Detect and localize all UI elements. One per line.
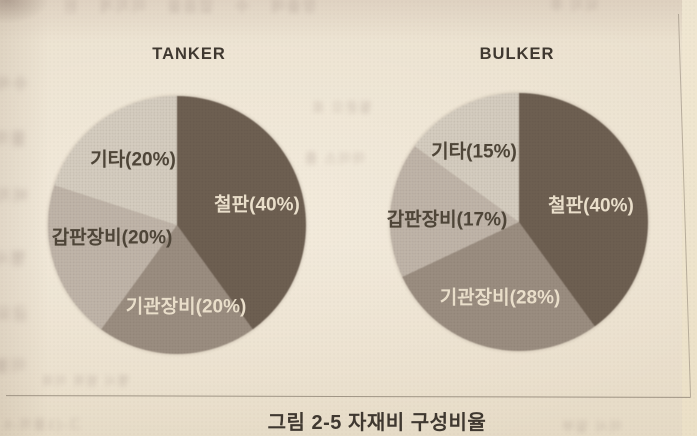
slice-label-bulker-cheolpan: 철판(40%) bbox=[548, 195, 634, 217]
halftone-texture bbox=[48, 96, 306, 354]
slice-label-tanker-gappanjangbi: 갑판장비(20%) bbox=[51, 227, 173, 249]
figure-caption: 그림 2-5 자재비 구성비율 bbox=[267, 412, 487, 434]
pie-chart-tanker bbox=[48, 96, 306, 354]
slice-label-tanker-cheolpan: 철판(40%) bbox=[214, 194, 300, 216]
bleedthrough-text: 비치 bbox=[0, 188, 28, 205]
pie-chart-bulker bbox=[390, 93, 648, 351]
bleedthrough-text: 행사 bbox=[0, 251, 26, 268]
bleedthrough-text: 아이스 름 bbox=[303, 151, 365, 166]
bleedthrough-text: 이불 bbox=[0, 358, 26, 375]
caption-divider-line bbox=[5, 395, 691, 399]
bleedthrough-text: 그-(1물의-6 bbox=[2, 417, 82, 432]
bleedthrough-text: 수석 bbox=[0, 76, 28, 93]
bleedthrough-text: 창출에 수 없음을 미치게 된 bbox=[62, 0, 317, 15]
bleedthrough-text: 되지 후 bbox=[548, 0, 599, 13]
chart-title-tanker: TANKER bbox=[152, 45, 226, 63]
slice-label-bulker-gappanjangbi: 갑판장비(17%) bbox=[386, 209, 508, 231]
slice-label-tanker-gita: 기타(20%) bbox=[90, 149, 176, 171]
slice-label-bulker-gigwanjangbi: 기관장비(28%) bbox=[439, 287, 561, 309]
halftone-texture bbox=[390, 93, 648, 351]
slice-label-tanker-gigwanjangbi: 기관장비(20%) bbox=[125, 296, 247, 318]
bleedthrough-text: 필운으 로 bbox=[310, 100, 372, 115]
bleedthrough-text: 행시 범위 이와 bbox=[40, 374, 129, 388]
chart-title-bulker: BULKER bbox=[479, 45, 555, 63]
slice-label-bulker-gita: 기타(15%) bbox=[431, 141, 517, 163]
page-edge-strip bbox=[682, 0, 697, 436]
bleedthrough-text: 물의 bbox=[0, 131, 26, 148]
bleedthrough-text: 금요 bbox=[0, 306, 28, 323]
